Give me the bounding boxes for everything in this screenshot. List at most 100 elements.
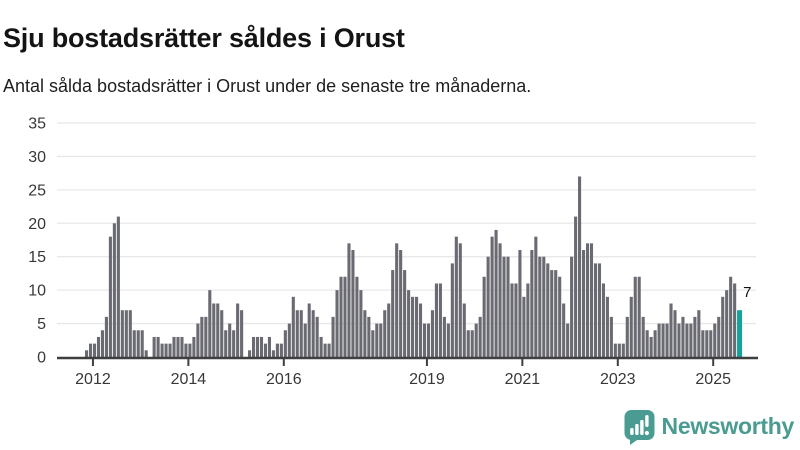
bar: [649, 336, 653, 357]
bar: [415, 296, 419, 357]
bar: [104, 316, 108, 357]
bar: [92, 343, 97, 357]
bar: [391, 270, 395, 357]
bar: [291, 296, 295, 357]
bar: [303, 323, 307, 357]
bar: [701, 330, 705, 357]
bar: [613, 343, 617, 357]
bar: [196, 323, 200, 357]
bar: [570, 256, 574, 357]
bar: [136, 330, 140, 357]
bar: [367, 316, 371, 357]
bar: [283, 330, 287, 357]
bar: [128, 310, 132, 357]
bar: [578, 176, 582, 357]
bar: [236, 303, 240, 357]
bar: [100, 330, 104, 357]
bar: [271, 350, 275, 357]
bar: [240, 310, 244, 357]
bar: [85, 350, 89, 357]
bar: [502, 256, 506, 357]
bar: [403, 270, 407, 357]
bar: [593, 263, 598, 357]
bar: [725, 290, 729, 357]
bar: [478, 316, 482, 357]
bar: [383, 310, 387, 357]
bar: [625, 316, 629, 357]
y-axis-tick-label: 15: [28, 249, 46, 266]
bar: [697, 310, 701, 357]
bar: [279, 343, 283, 357]
y-axis-tick-label: 20: [28, 216, 46, 233]
bar: [450, 263, 454, 357]
bar: [180, 336, 184, 357]
bar: [96, 336, 101, 357]
bar: [562, 303, 566, 357]
bar: [359, 290, 363, 357]
bar: [311, 310, 315, 357]
bar: [661, 323, 665, 357]
bar: [510, 283, 514, 357]
bar: [144, 350, 148, 357]
bar: [617, 343, 621, 357]
bar: [498, 243, 502, 357]
bar: [645, 330, 649, 357]
brand-name: Newsworthy: [661, 413, 795, 439]
bar: [550, 270, 554, 357]
bar: [220, 310, 224, 357]
bar: [430, 310, 435, 357]
x-axis-tick-label: 2014: [171, 371, 207, 388]
bar: [204, 316, 208, 357]
bar: [259, 336, 264, 357]
bar: [275, 343, 279, 357]
bar: [188, 343, 192, 357]
newsworthy-logo: Newsworthy: [623, 408, 794, 445]
bar: [192, 336, 196, 357]
bar: [733, 283, 737, 357]
bar: [208, 290, 212, 357]
bar: [315, 316, 319, 357]
bar: [164, 343, 168, 357]
bar: [395, 243, 399, 357]
bar: [681, 316, 685, 357]
bar: [514, 283, 518, 357]
x-axis-tick-label: 2016: [266, 371, 302, 388]
bar: [418, 303, 423, 357]
bar: [120, 310, 124, 357]
bar: [351, 250, 355, 357]
x-axis-tick-label: 2019: [409, 371, 445, 388]
bar: [331, 316, 335, 357]
bar: [263, 343, 268, 357]
bar: [339, 276, 343, 357]
bar: [212, 303, 216, 357]
page-title: Sju bostadsrätter såldes i Orust: [3, 23, 405, 54]
x-axis-tick-label: 2021: [505, 371, 541, 388]
bar: [363, 310, 367, 357]
bar: [685, 323, 689, 357]
bar: [168, 343, 172, 357]
bar: [287, 323, 291, 357]
bar: [200, 316, 204, 357]
bar: [438, 283, 442, 357]
bar: [693, 316, 697, 357]
bar: [470, 330, 474, 357]
x-axis-tick-label: 2025: [695, 371, 731, 388]
chart-subtitle: Antal sålda bostadsrätter i Orust under …: [3, 76, 532, 96]
bar: [530, 250, 534, 357]
bar: [717, 316, 721, 357]
bar: [597, 263, 601, 357]
bar: [585, 243, 590, 357]
bar: [709, 330, 713, 357]
y-axis-tick-label: 5: [37, 316, 46, 333]
bar: [474, 323, 478, 357]
y-axis-tick-label: 25: [28, 182, 46, 199]
bar: [355, 276, 359, 357]
bar: [637, 276, 641, 357]
bar: [387, 303, 391, 357]
bar: [299, 310, 303, 357]
bar: [375, 323, 379, 357]
bar: [422, 323, 427, 357]
bar: [251, 336, 256, 357]
bar: [224, 330, 228, 357]
